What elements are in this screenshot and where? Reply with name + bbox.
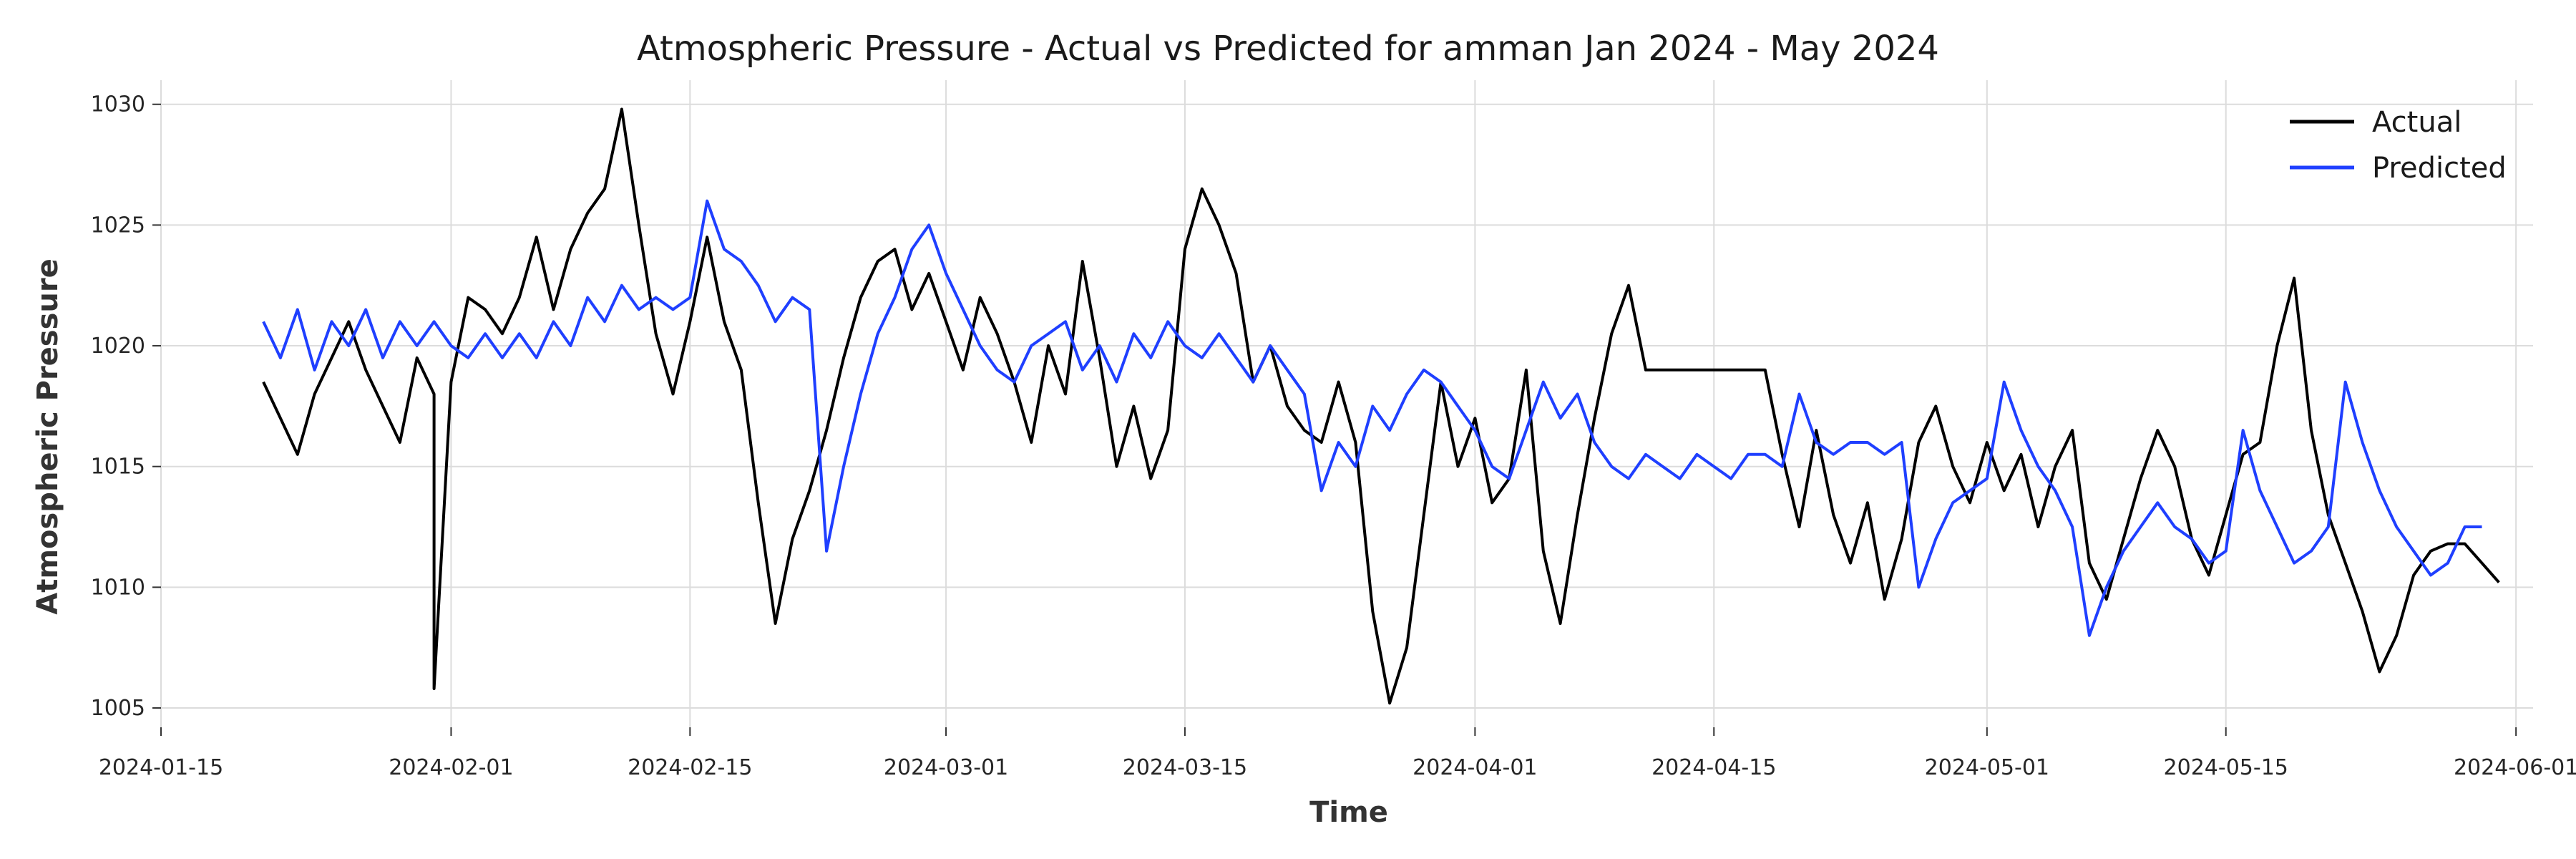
y-tick-label: 1005 [91, 696, 145, 721]
series-lines [262, 107, 2500, 705]
x-axis-label: Time [1309, 796, 1388, 829]
x-tick-label: 2024-06-01 [2454, 755, 2576, 780]
legend: Actual Predicted [2290, 106, 2507, 185]
y-tick-label: 1010 [91, 575, 145, 600]
legend-label: Predicted [2372, 152, 2507, 185]
series-line-predicted [262, 199, 2482, 637]
x-tick-label: 2024-01-15 [99, 755, 223, 780]
x-tick-label: 2024-02-01 [389, 755, 513, 780]
x-tick-label: 2024-04-01 [1413, 755, 1537, 780]
x-tick-label: 2024-03-01 [884, 755, 1008, 780]
legend-label: Actual [2372, 106, 2462, 139]
y-tick-label: 1030 [91, 92, 145, 117]
x-tick-label: 2024-03-15 [1123, 755, 1247, 780]
chart-title: Atmospheric Pressure - Actual vs Predict… [637, 29, 1939, 69]
grid [160, 80, 2533, 727]
y-axis-label: Atmospheric Pressure [31, 258, 64, 614]
series-line-actual [262, 107, 2500, 705]
x-tick-label: 2024-05-01 [1925, 755, 2049, 780]
axes: 1005 1010 1015 1020 1025 1030 2024-01-15 2024-0… [91, 92, 2576, 780]
y-tick-label: 1015 [91, 455, 145, 480]
x-tick-label: 2024-04-15 [1652, 755, 1776, 780]
x-tick-label: 2024-05-15 [2164, 755, 2288, 780]
y-tick-label: 1020 [91, 334, 145, 359]
x-tick-label: 2024-02-15 [628, 755, 752, 780]
y-tick-label: 1025 [91, 213, 145, 238]
